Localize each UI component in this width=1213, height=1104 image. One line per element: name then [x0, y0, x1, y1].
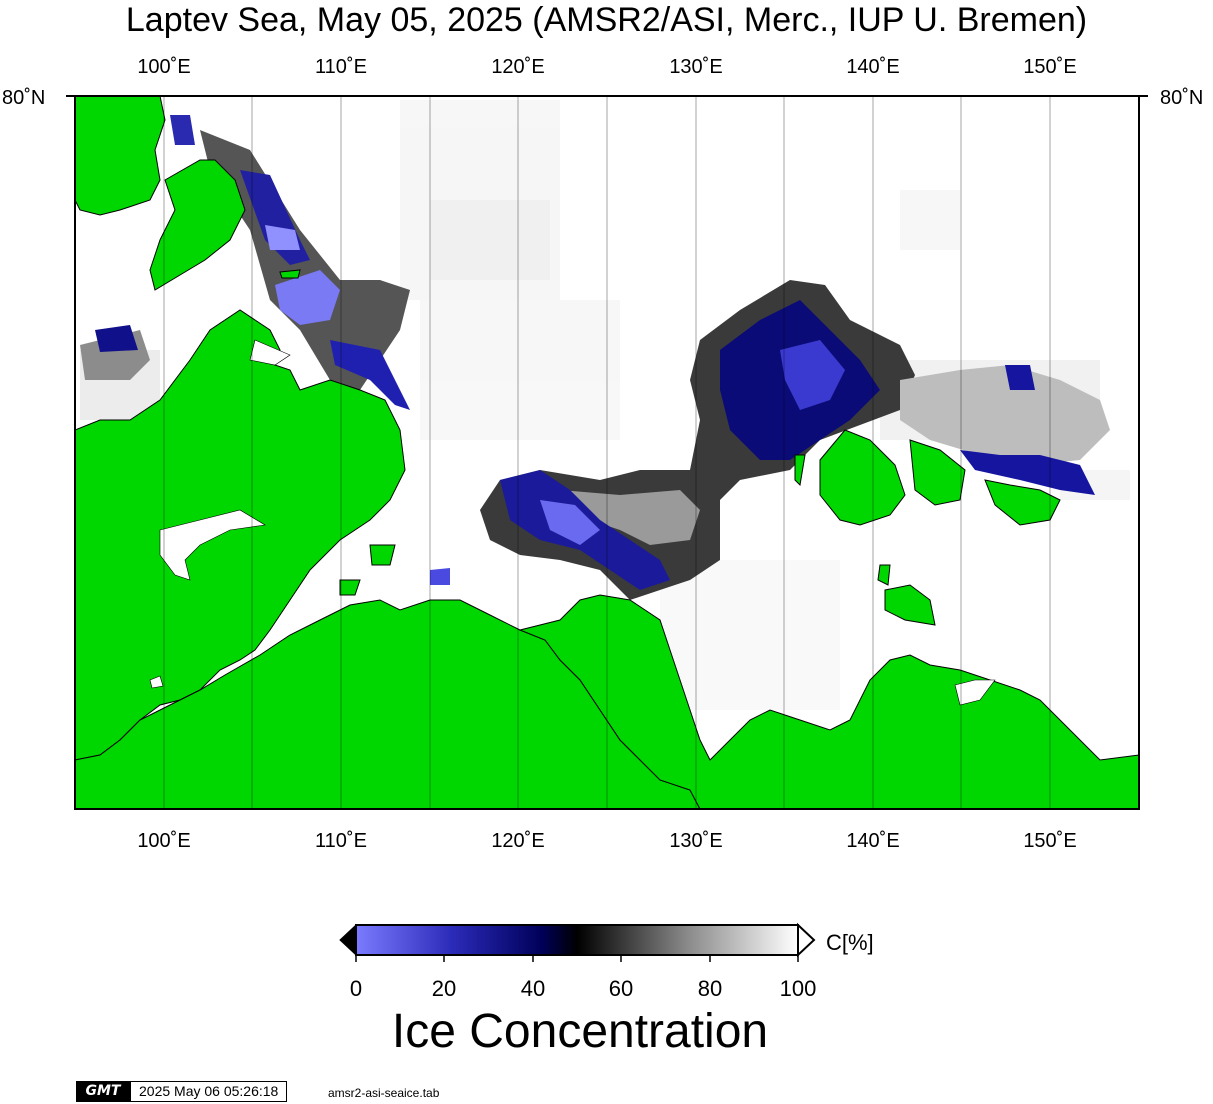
- colorbar-tick-label: 80: [697, 976, 723, 1001]
- graticule: [163, 96, 1051, 809]
- land-siberia-east: [518, 594, 1139, 809]
- land-masses: [75, 96, 1139, 809]
- generation-timestamp: 2025 May 06 05:26:18: [130, 1081, 288, 1102]
- lat-label-left: 80˚N: [2, 87, 46, 109]
- colorbar-over-triangle: [797, 922, 816, 958]
- land-islet-2: [339, 579, 361, 596]
- land-severnaya-west: [75, 96, 166, 216]
- colorbar-unit-label: C[%]: [826, 930, 874, 955]
- land-lyakhovsky: [884, 584, 936, 626]
- lon-label-bottom-150: 150˚E: [1023, 830, 1077, 852]
- source-filename: amsr2-asi-seaice.tab: [328, 1086, 440, 1100]
- land-islet-1: [369, 544, 396, 566]
- lon-label-top-100: 100˚E: [137, 56, 191, 78]
- land-islet-4: [794, 454, 806, 487]
- land-kotelny: [819, 429, 906, 526]
- colorbar-tick-label: 40: [520, 976, 546, 1001]
- colorbar-tick-label: 60: [608, 976, 634, 1001]
- lon-label-top-150: 150˚E: [1023, 56, 1077, 78]
- ice-blue-patches: [95, 115, 1095, 590]
- map-title: Laptev Sea, May 05, 2025 (AMSR2/ASI, Mer…: [125, 1, 1088, 39]
- colorbar-tick-label: 20: [431, 976, 457, 1001]
- colorbar-tick-label: 0: [349, 976, 363, 1001]
- inland-water: [149, 339, 996, 706]
- land-faddeyevsky: [909, 439, 966, 506]
- colorbar: [339, 922, 816, 962]
- land-small-island: [877, 564, 891, 586]
- lon-label-bottom-110: 110˚E: [315, 830, 367, 852]
- colorbar-under-triangle: [339, 923, 357, 957]
- lon-label-bottom-120: 120˚E: [491, 830, 545, 852]
- gmt-logo: GMT: [76, 1081, 130, 1102]
- lon-label-top-110: 110˚E: [315, 56, 367, 78]
- lon-label-bottom-140: 140˚E: [846, 830, 900, 852]
- colorbar-tick-label: 100: [779, 976, 817, 1001]
- colorbar-gradient: [355, 924, 799, 956]
- land-taymyr: [75, 309, 406, 761]
- lon-label-bottom-130: 130˚E: [669, 830, 723, 852]
- map-frame: [74, 95, 1140, 810]
- land-bolshevik-island: [149, 159, 246, 291]
- lon-label-top-120: 120˚E: [491, 56, 545, 78]
- colorbar-title: Ice Concentration: [391, 1005, 769, 1058]
- lon-label-top-140: 140˚E: [846, 56, 900, 78]
- lon-label-top-130: 130˚E: [669, 56, 723, 78]
- lat-label-right: 80˚N: [1160, 87, 1204, 109]
- land-new-siberia: [984, 479, 1061, 526]
- ice-haze: [80, 100, 1130, 710]
- lon-label-bottom-100: 100˚E: [137, 830, 191, 852]
- land-islet-3: [279, 269, 301, 279]
